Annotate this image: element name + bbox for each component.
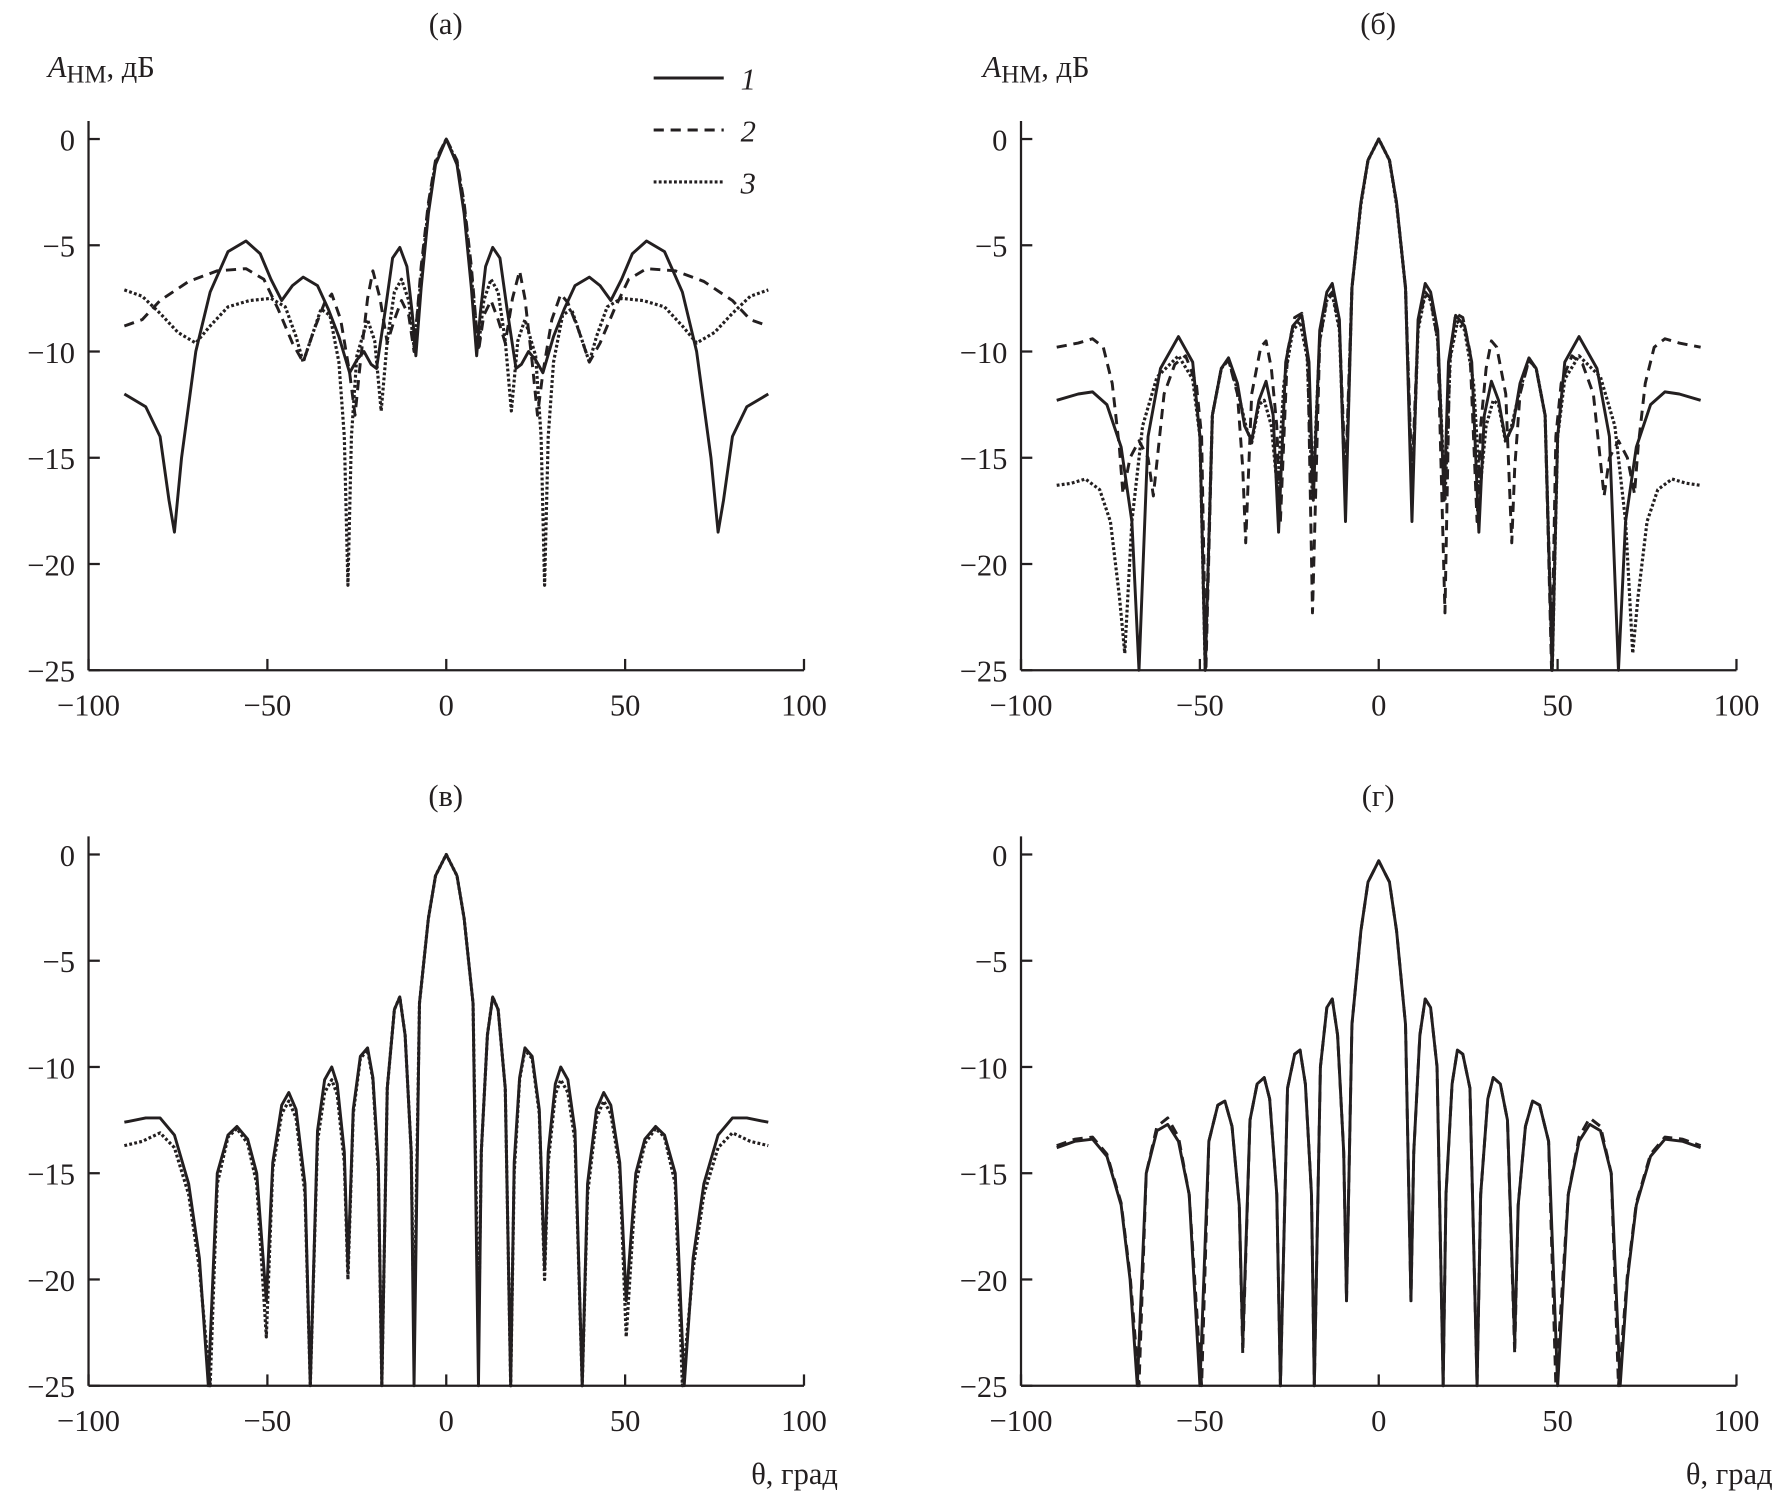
- y-tick-label: −20: [960, 1264, 1008, 1298]
- y-tick-label: −5: [975, 945, 1007, 979]
- series-line-3: [1056, 137, 1701, 672]
- legend-label-1: 1: [741, 62, 756, 96]
- y-label-unit: , дБ: [1041, 50, 1089, 84]
- series-line-2: [1056, 137, 1701, 672]
- y-tick-label: −25: [960, 1370, 1008, 1404]
- x-axis-label: θ, град: [751, 1457, 838, 1491]
- x-tick-label: −100: [990, 1404, 1053, 1438]
- x-tick-label: −100: [990, 688, 1053, 722]
- y-tick-label: −10: [960, 1051, 1008, 1085]
- y-label-subscript: НМ: [66, 62, 106, 89]
- y-tick-label: −15: [27, 442, 75, 476]
- panel-title: (б): [1360, 7, 1396, 41]
- y-tick-label: −25: [27, 655, 75, 689]
- y-tick-label: −10: [960, 336, 1008, 370]
- x-tick-label: 100: [781, 1404, 827, 1438]
- x-tick-label: 0: [439, 1404, 454, 1438]
- x-tick-label: 50: [610, 688, 641, 722]
- y-tick-label: −15: [27, 1158, 75, 1192]
- y-label-subscript: НМ: [1001, 62, 1041, 89]
- series-line-1: [123, 137, 770, 534]
- x-tick-label: −50: [1176, 1404, 1224, 1438]
- legend: 1 2 3: [653, 62, 756, 200]
- y-tick-label: 0: [992, 839, 1007, 873]
- panel-title: (в): [428, 779, 463, 813]
- y-label-main: A: [981, 50, 1002, 84]
- y-tick-label: −5: [975, 230, 1007, 264]
- panel-a: (а) AНМ, дБ 1 2 3 −100 −50 0 50 100 0 −5 −10 −15…: [27, 7, 827, 723]
- x-tick-label: −100: [57, 1404, 120, 1438]
- x-tick-label: 100: [781, 688, 827, 722]
- series-line-2: [1056, 859, 1702, 1388]
- x-tick-label: 0: [439, 688, 454, 722]
- y-tick-label: −5: [43, 230, 75, 264]
- y-axis-label: AНМ, дБ: [46, 50, 155, 89]
- panel-title: (а): [429, 7, 463, 41]
- legend-label-3: 3: [740, 166, 756, 200]
- x-tick-label: 0: [1371, 1404, 1386, 1438]
- legend-label-2: 2: [741, 114, 756, 148]
- panel-v: (в) θ, град −100 −50 0 50 100 0 −5 −10 −15 −20 −25: [27, 779, 838, 1491]
- panel-g: (г) θ, град −100 −50 0 50 100 0 −5 −10 −15 −20 −25: [960, 779, 1773, 1491]
- y-tick-label: 0: [60, 839, 75, 873]
- y-tick-label: −10: [27, 1051, 75, 1085]
- x-tick-label: 0: [1371, 688, 1386, 722]
- panel-b: (б) AНМ, дБ −100 −50 0 50 100 0 −5 −10 −15 −20 −25: [960, 7, 1760, 723]
- series-line-1: [1056, 859, 1702, 1388]
- x-tick-label: 50: [1542, 688, 1572, 722]
- y-label-main: A: [46, 50, 67, 84]
- x-tick-label: −50: [244, 688, 292, 722]
- y-tick-label: 0: [60, 123, 75, 157]
- y-tick-label: −10: [27, 336, 75, 370]
- y-tick-label: −25: [27, 1370, 75, 1404]
- y-tick-label: −15: [960, 442, 1008, 476]
- series-line-2: [123, 852, 769, 1388]
- x-tick-label: 50: [610, 1404, 641, 1438]
- series-line-1: [1056, 137, 1702, 672]
- x-tick-label: 50: [1542, 1404, 1572, 1438]
- y-axis-label: AНМ, дБ: [981, 50, 1090, 89]
- panel-title: (г): [1362, 779, 1395, 813]
- x-tick-label: −100: [57, 688, 120, 722]
- series-line-1: [124, 853, 769, 1388]
- y-tick-label: −20: [960, 548, 1008, 582]
- y-label-unit: , дБ: [107, 50, 155, 84]
- y-tick-label: −25: [960, 655, 1008, 689]
- y-tick-label: −20: [27, 1264, 75, 1298]
- x-axis-label: θ, град: [1686, 1457, 1773, 1491]
- y-tick-label: −15: [960, 1158, 1008, 1192]
- y-tick-label: −20: [27, 548, 75, 582]
- x-tick-label: 100: [1714, 688, 1760, 722]
- y-tick-label: 0: [992, 123, 1007, 157]
- y-tick-label: −5: [43, 945, 75, 979]
- series-line-3: [123, 137, 769, 587]
- x-tick-label: −50: [1176, 688, 1224, 722]
- x-tick-label: 100: [1714, 1404, 1760, 1438]
- x-tick-label: −50: [244, 1404, 292, 1438]
